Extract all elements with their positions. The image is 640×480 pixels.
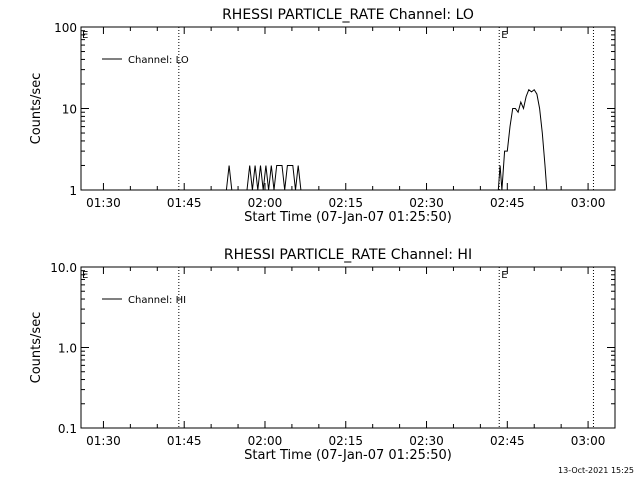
- chart-panel-1: RHESSI PARTICLE_RATE Channel: LO 01:30 01:…: [29, 7, 616, 225]
- legend: Channel: HI: [102, 295, 186, 306]
- plot-frame: [80, 266, 616, 429]
- y-tick-label: 100: [54, 21, 77, 35]
- x-axis-label: Start Time (07-Jan-07 01:25:50): [244, 210, 452, 225]
- y-tick-label: 10: [62, 103, 77, 117]
- x-tick-label: 02:00: [248, 434, 283, 448]
- x-tick-label: 02:30: [409, 434, 444, 448]
- time-marker-label: E: [501, 30, 507, 41]
- legend: Channel: LO: [102, 55, 189, 66]
- y-axis-label: Counts/sec: [29, 73, 44, 145]
- x-tick-label: 02:30: [409, 196, 444, 210]
- y-tick-label: 1.0: [58, 342, 77, 356]
- x-tick-label: 01:30: [86, 434, 121, 448]
- y-tick-label: 0.1: [58, 422, 77, 436]
- y-tick-label: 1: [69, 184, 77, 198]
- x-tick-label: 03:00: [571, 196, 606, 210]
- corner-label: E: [82, 30, 88, 41]
- chart-title: RHESSI PARTICLE_RATE Channel: HI: [224, 247, 472, 263]
- y-tick-label: 10.0: [50, 261, 77, 275]
- chart-panel-2: RHESSI PARTICLE_RATE Channel: HI 01:30 01:…: [29, 247, 616, 463]
- legend-entry: Channel: HI: [128, 295, 186, 306]
- plot-frame: [80, 26, 616, 191]
- y-axis-label: Counts/sec: [29, 312, 44, 384]
- x-tick-label: 01:30: [86, 196, 121, 210]
- x-tick-label: 03:00: [571, 434, 606, 448]
- x-tick-label: 01:45: [167, 434, 202, 448]
- x-tick-label: 02:15: [328, 434, 363, 448]
- corner-label: E: [82, 270, 88, 281]
- series-line-1: [225, 88, 548, 191]
- legend-entry: Channel: LO: [128, 55, 189, 66]
- x-tick-label: 02:15: [328, 196, 363, 210]
- x-tick-label: 02:45: [490, 196, 525, 210]
- x-tick-label: 02:00: [248, 196, 283, 210]
- x-tick-label: 02:45: [490, 434, 525, 448]
- footer-timestamp: 13-Oct-2021 15:25: [558, 466, 634, 475]
- x-axis-label: Start Time (07-Jan-07 01:25:50): [244, 448, 452, 463]
- chart-title: RHESSI PARTICLE_RATE Channel: LO: [222, 7, 474, 23]
- time-marker-label: E: [501, 270, 507, 281]
- x-tick-label: 01:45: [167, 196, 202, 210]
